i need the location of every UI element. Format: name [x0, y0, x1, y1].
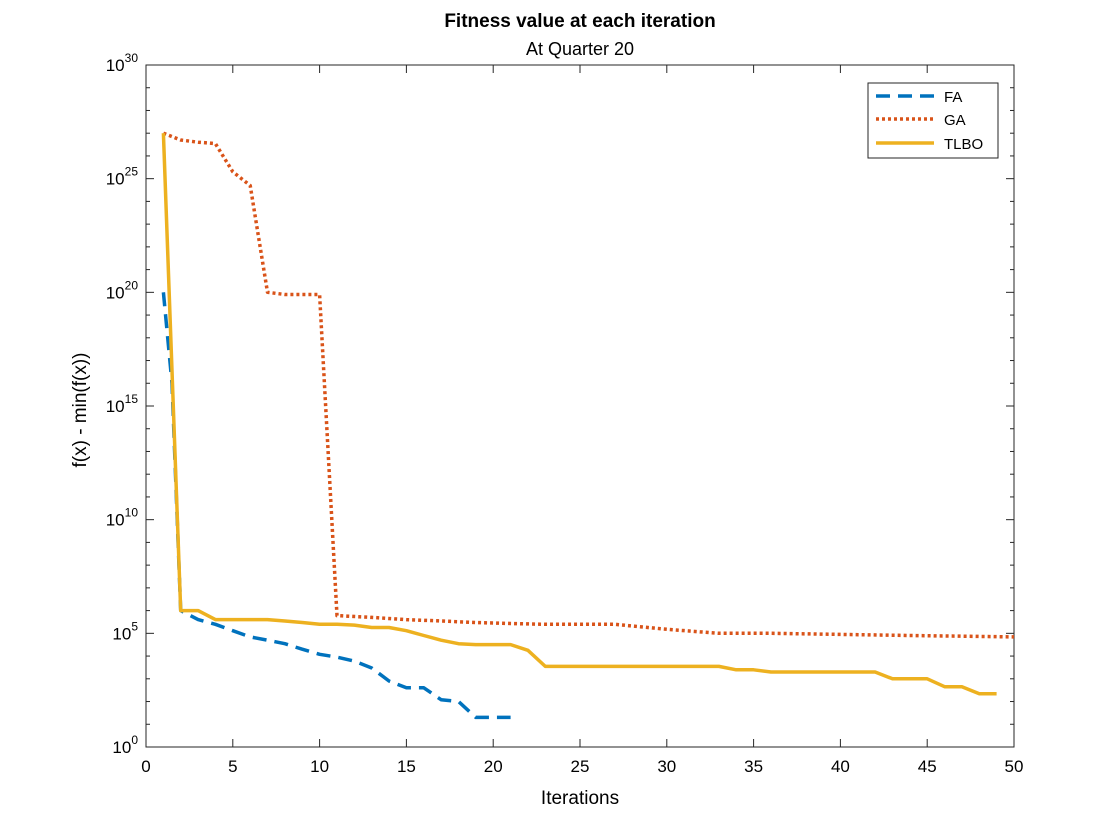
x-tick-label: 35 — [744, 757, 763, 776]
x-tick-label: 10 — [310, 757, 329, 776]
y-tick-label: 1010 — [106, 506, 139, 530]
chart-title: Fitness value at each iteration — [444, 11, 715, 32]
plot-area: 0 5 10 15 20 25 30 35 40 45 5010010510101015102010… — [106, 51, 1024, 776]
legend-label-tlbo: TLBO — [944, 136, 983, 153]
x-tick-label: 25 — [571, 757, 590, 776]
y-tick-label: 1025 — [106, 165, 139, 189]
series-line-tlbo — [161, 133, 997, 696]
x-tick-label: 15 — [397, 757, 416, 776]
x-tick-label: 50 — [1005, 757, 1024, 776]
legend-label-ga: GA — [944, 112, 966, 129]
x-tick-label: 5 — [228, 757, 237, 776]
y-tick-label: 100 — [112, 733, 138, 757]
y-axis-label: f(x) - min(f(x)) — [70, 352, 91, 467]
tick-layer: 0 5 10 15 20 25 30 35 40 45 5010010510101015102010… — [106, 51, 1024, 776]
x-tick-label: 45 — [918, 757, 937, 776]
legend-label-fa: FA — [944, 89, 962, 106]
x-tick-label: 20 — [484, 757, 503, 776]
series-layer — [161, 131, 1015, 720]
x-tick-label: 0 — [141, 757, 150, 776]
y-tick-label: 1015 — [106, 392, 139, 416]
series-line-fa — [161, 292, 511, 720]
y-tick-label: 1030 — [106, 51, 139, 75]
y-tick-label: 1020 — [106, 278, 139, 302]
series-line-ga — [162, 131, 1015, 639]
legend: FA GA TLBO — [867, 82, 999, 159]
chart-subtitle: At Quarter 20 — [526, 39, 634, 59]
x-axis-label: Iterations — [541, 788, 619, 809]
x-tick-label: 30 — [657, 757, 676, 776]
x-tick-label: 40 — [831, 757, 850, 776]
axes-box — [145, 64, 1015, 748]
y-tick-label: 105 — [112, 619, 138, 643]
